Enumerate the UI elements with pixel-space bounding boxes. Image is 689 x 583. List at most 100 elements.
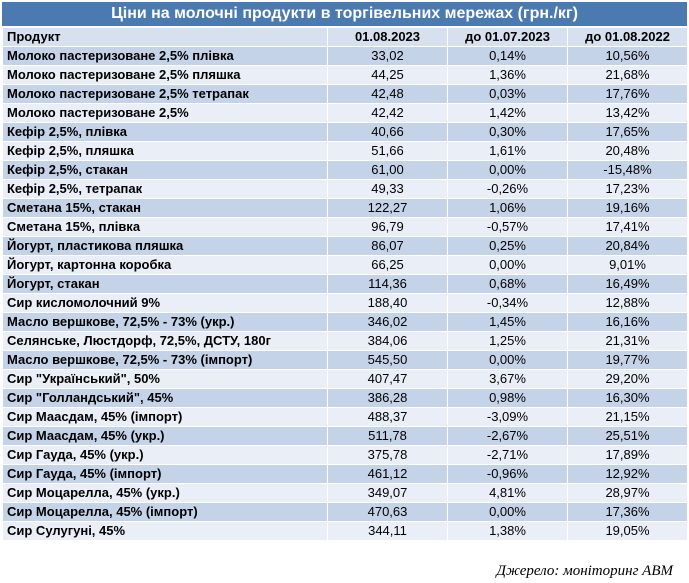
- table-row: Сметана 15%, стакан 122,27 1,06% 19,16%: [2, 198, 688, 218]
- table-row: Сир "Голландський", 45% 386,28 0,98% 16,30%: [2, 388, 688, 408]
- change-year-cell: 25,51%: [567, 426, 688, 446]
- change-month-cell: -0,57%: [447, 217, 568, 237]
- table-row: Селянське, Люстдорф, 72,5%, ДСТУ, 180г 38…: [2, 331, 688, 351]
- change-year-cell: 17,23%: [567, 179, 688, 199]
- table-row: Йогурт, пластикова пляшка 86,07 0,25% 20,84…: [2, 236, 688, 256]
- price-cell: 188,40: [327, 293, 448, 313]
- price-cell: 122,27: [327, 198, 448, 218]
- change-month-cell: -3,09%: [447, 407, 568, 427]
- change-year-cell: 10,56%: [567, 46, 688, 66]
- change-year-cell: 13,42%: [567, 103, 688, 123]
- change-year-cell: 12,88%: [567, 293, 688, 313]
- change-year-cell: 17,76%: [567, 84, 688, 104]
- change-year-cell: 9,01%: [567, 255, 688, 275]
- product-name-cell: Сметана 15%, плівка: [2, 217, 328, 237]
- change-year-cell: 21,31%: [567, 331, 688, 351]
- change-year-cell: 17,65%: [567, 122, 688, 142]
- change-year-cell: 16,16%: [567, 312, 688, 332]
- change-month-cell: 0,98%: [447, 388, 568, 408]
- product-name-cell: Масло вершкове, 72,5% - 73% (імпорт): [2, 350, 328, 370]
- product-name-cell: Масло вершкове, 72,5% - 73% (укр.): [2, 312, 328, 332]
- change-month-cell: 0,00%: [447, 160, 568, 180]
- product-name-cell: Молоко пастеризоване 2,5%: [2, 103, 328, 123]
- change-year-cell: 16,49%: [567, 274, 688, 294]
- product-name-cell: Сир Гауда, 45% (укр.): [2, 445, 328, 465]
- price-cell: 407,47: [327, 369, 448, 389]
- product-name-cell: Сир Моцарелла, 45% (імпорт): [2, 502, 328, 522]
- product-name-cell: Молоко пастеризоване 2,5% пляшка: [2, 65, 328, 85]
- change-month-cell: 1,36%: [447, 65, 568, 85]
- table-row: Йогурт, стакан 114,36 0,68% 16,49%: [2, 274, 688, 294]
- product-name-cell: Йогурт, картонна коробка: [2, 255, 328, 275]
- price-cell: 114,36: [327, 274, 448, 294]
- table-row: Йогурт, картонна коробка 66,25 0,00% 9,01%: [2, 255, 688, 275]
- price-cell: 488,37: [327, 407, 448, 427]
- price-cell: 86,07: [327, 236, 448, 256]
- product-name-cell: Молоко пастеризоване 2,5% тетрапак: [2, 84, 328, 104]
- price-cell: 346,02: [327, 312, 448, 332]
- price-cell: 61,00: [327, 160, 448, 180]
- product-name-cell: Сир Гауда, 45% (імпорт): [2, 464, 328, 484]
- column-header-change-year: до 01.08.2022: [567, 27, 688, 47]
- change-month-cell: 0,30%: [447, 122, 568, 142]
- change-month-cell: 0,25%: [447, 236, 568, 256]
- product-name-cell: Йогурт, стакан: [2, 274, 328, 294]
- table-row: Сир кисломолочний 9% 188,40 -0,34% 12,88%: [2, 293, 688, 313]
- price-cell: 511,78: [327, 426, 448, 446]
- table-row: Молоко пастеризоване 2,5% пляшка 44,25 1,3…: [2, 65, 688, 85]
- table-row: Сир Сулугуні, 45% 344,11 1,38% 19,05%: [2, 521, 688, 541]
- change-year-cell: 17,89%: [567, 445, 688, 465]
- change-month-cell: -0,34%: [447, 293, 568, 313]
- change-month-cell: 0,68%: [447, 274, 568, 294]
- table-row: Масло вершкове, 72,5% - 73% (укр.) 346,02…: [2, 312, 688, 332]
- product-name-cell: Сир Маасдам, 45% (укр.): [2, 426, 328, 446]
- change-month-cell: -0,96%: [447, 464, 568, 484]
- table-row: Молоко пастеризоване 2,5% тетрапак 42,48 0…: [2, 84, 688, 104]
- price-cell: 349,07: [327, 483, 448, 503]
- price-cell: 386,28: [327, 388, 448, 408]
- price-cell: 470,63: [327, 502, 448, 522]
- change-month-cell: 4,81%: [447, 483, 568, 503]
- price-cell: 33,02: [327, 46, 448, 66]
- price-cell: 384,06: [327, 331, 448, 351]
- table-row: Сир Маасдам, 45% (укр.) 511,78 -2,67% 25,51…: [2, 426, 688, 446]
- table-row: Сир Моцарелла, 45% (укр.) 349,07 4,81% 28,9…: [2, 483, 688, 503]
- change-month-cell: 0,03%: [447, 84, 568, 104]
- change-year-cell: 19,77%: [567, 350, 688, 370]
- change-year-cell: 12,92%: [567, 464, 688, 484]
- product-name-cell: Сметана 15%, стакан: [2, 198, 328, 218]
- price-cell: 66,25: [327, 255, 448, 275]
- table-row: Сметана 15%, плівка 96,79 -0,57% 17,41%: [2, 217, 688, 237]
- price-cell: 344,11: [327, 521, 448, 541]
- price-cell: 49,33: [327, 179, 448, 199]
- change-month-cell: 0,00%: [447, 255, 568, 275]
- product-name-cell: Кефір 2,5%, пляшка: [2, 141, 328, 161]
- change-month-cell: 1,25%: [447, 331, 568, 351]
- change-year-cell: 19,05%: [567, 521, 688, 541]
- table-row: Масло вершкове, 72,5% - 73% (імпорт) 545,…: [2, 350, 688, 370]
- table-row: Кефір 2,5%, стакан 61,00 0,00% -15,48%: [2, 160, 688, 180]
- price-cell: 375,78: [327, 445, 448, 465]
- price-cell: 545,50: [327, 350, 448, 370]
- price-cell: 40,66: [327, 122, 448, 142]
- table-row: Молоко пастеризоване 2,5% плівка 33,02 0,1…: [2, 46, 688, 66]
- product-name-cell: Сир Моцарелла, 45% (укр.): [2, 483, 328, 503]
- price-cell: 461,12: [327, 464, 448, 484]
- change-year-cell: 19,16%: [567, 198, 688, 218]
- change-month-cell: 0,00%: [447, 502, 568, 522]
- product-name-cell: Кефір 2,5%, плівка: [2, 122, 328, 142]
- change-month-cell: 1,38%: [447, 521, 568, 541]
- change-month-cell: 1,45%: [447, 312, 568, 332]
- change-month-cell: 0,14%: [447, 46, 568, 66]
- change-year-cell: 21,15%: [567, 407, 688, 427]
- product-name-cell: Сир Сулугуні, 45%: [2, 521, 328, 541]
- table-row: Сир Маасдам, 45% (імпорт) 488,37 -3,09% 21,…: [2, 407, 688, 427]
- change-month-cell: -0,26%: [447, 179, 568, 199]
- product-name-cell: Йогурт, пластикова пляшка: [2, 236, 328, 256]
- price-table: Продукт 01.08.2023 до 01.07.2023 до 01.0…: [2, 27, 688, 541]
- table-row: Кефір 2,5%, плівка 40,66 0,30% 17,65%: [2, 122, 688, 142]
- change-year-cell: 20,84%: [567, 236, 688, 256]
- table-title: Ціни на молочні продукти в торгівельних …: [2, 2, 687, 26]
- change-year-cell: 20,48%: [567, 141, 688, 161]
